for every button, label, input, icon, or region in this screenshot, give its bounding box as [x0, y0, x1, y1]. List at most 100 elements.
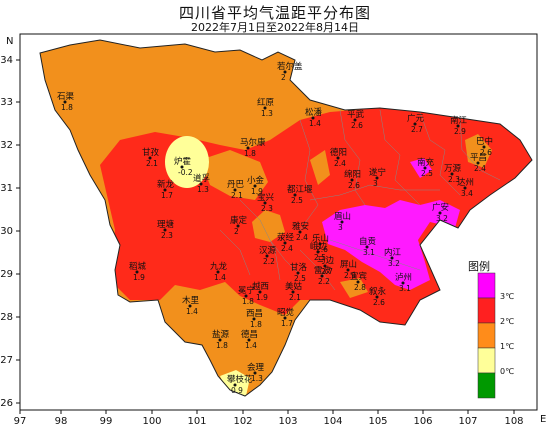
station-marker: 德阳2.4 [330, 147, 347, 168]
station-value: 1.3 [197, 185, 209, 194]
station-dot [320, 274, 324, 278]
station-dot [283, 241, 287, 245]
station-value: 1.4 [186, 307, 198, 316]
station-marker: 松潘1.4 [305, 107, 323, 128]
y-tick-label: 30 [0, 226, 13, 237]
station-name: 德昌 [241, 329, 258, 340]
station-marker: 会理1.3 [247, 362, 265, 383]
station-value: 1.4 [214, 273, 226, 282]
station-marker: 西昌1.8 [246, 309, 263, 329]
station-dot [265, 254, 269, 258]
station-marker: 炉霍-0.2 [174, 156, 193, 177]
station-value: 3.2 [388, 259, 400, 268]
station-value: 2.6 [351, 121, 363, 130]
station-dot [353, 118, 357, 122]
station-dot [423, 166, 427, 170]
station-dot [438, 211, 442, 215]
station-name: 平昌 [470, 153, 487, 163]
station-marker: 平武2.6 [347, 109, 365, 130]
station-name: 雷波 [314, 265, 332, 276]
map-title: 四川省平均气温距平分布图 [178, 4, 371, 22]
anomaly-class-3-plus [322, 200, 460, 290]
station-value: 2.1 [146, 159, 158, 168]
station-name: 峨边 [310, 241, 328, 252]
station-value: 2.3 [448, 175, 460, 184]
station-dot [336, 156, 340, 160]
station-marker: 木里1.4 [182, 295, 200, 316]
station-name: 西昌 [246, 309, 263, 319]
station-name: 石渠 [57, 91, 75, 102]
station-value: 2.7 [321, 267, 333, 276]
legend-background [465, 262, 535, 402]
station-dot [463, 186, 467, 190]
station-dot [199, 182, 203, 186]
station-dot [263, 201, 267, 205]
county-boundaries [219, 109, 501, 291]
station-name: 宝兴 [257, 192, 275, 203]
station-name: 稻城 [129, 261, 147, 272]
station-dot [244, 294, 248, 298]
province-outline [39, 39, 533, 397]
station-dot [216, 270, 220, 274]
station-marker: 冕宁1.8 [238, 285, 255, 306]
x-tick-label: 99 [100, 416, 113, 427]
station-value: 1.9 [256, 293, 268, 302]
station-marker: 小金1.9 [247, 175, 265, 196]
legend-label: 3℃ [500, 292, 514, 301]
station-value: 2.7 [411, 125, 423, 134]
legend-label: 0℃ [500, 367, 514, 376]
station-name: 新龙 [157, 179, 175, 190]
station-marker: 德昌1.4 [241, 329, 258, 350]
station-name: 丹巴 [227, 180, 245, 190]
station-marker: 宜宾2.8 [350, 271, 367, 292]
station-marker: 遂宁3 [369, 167, 386, 188]
station-marker: 屏山2.9 [340, 259, 357, 280]
station-dot [236, 224, 240, 228]
station-name: 广安 [432, 202, 449, 213]
station-name: 宜宾 [350, 271, 367, 282]
y-tick-label: 27 [0, 355, 13, 366]
station-value: 1.4 [245, 341, 257, 350]
station-value: 1.3 [251, 374, 263, 383]
station-dot [356, 280, 360, 284]
station-marker: 泸州3.1 [395, 272, 412, 293]
station-dot [311, 116, 315, 120]
station-dot [350, 178, 354, 182]
x-axis: 97 98 99 100 101 102 103 104 105 106 107 108 [14, 410, 524, 427]
station-dot [253, 371, 257, 375]
station-value: 3 [338, 223, 343, 232]
station-name: 小金 [247, 175, 265, 186]
station-marker: 广元2.7 [407, 113, 425, 134]
station-dot [263, 106, 267, 110]
station-name: 荥经 [277, 232, 295, 243]
station-value: 2 [234, 227, 239, 236]
station-value: 1.9 [133, 273, 145, 282]
station-value: 1.9 [251, 187, 263, 196]
station-value: 1.8 [250, 320, 262, 329]
station-marker: 南充2.5 [417, 157, 435, 178]
y-tick-label: 34 [0, 55, 13, 66]
legend-swatch [477, 347, 496, 374]
x-tick-label: 105 [368, 416, 387, 427]
station-marker: 美姑2.1 [285, 281, 303, 302]
station-name: 会理 [247, 362, 265, 373]
station-dot [375, 176, 379, 180]
station-marker: 广安3.2 [432, 202, 449, 223]
station-name: 叙永 [369, 286, 387, 297]
station-name: 红原 [257, 97, 274, 108]
anomaly-class-1-2-pocket [252, 210, 285, 242]
station-marker: 荥经2.4 [277, 232, 295, 253]
station-marker: 稻城1.9 [129, 261, 147, 282]
station-marker: 眉山3 [334, 211, 351, 232]
station-dot [456, 124, 460, 128]
station-dot [163, 228, 167, 232]
station-name: 南充 [417, 157, 435, 168]
station-dot [135, 270, 139, 274]
station-marker: 内江3.2 [384, 247, 402, 268]
station-marker: 昭觉1.7 [277, 307, 295, 328]
station-value: 2.6 [480, 148, 492, 157]
